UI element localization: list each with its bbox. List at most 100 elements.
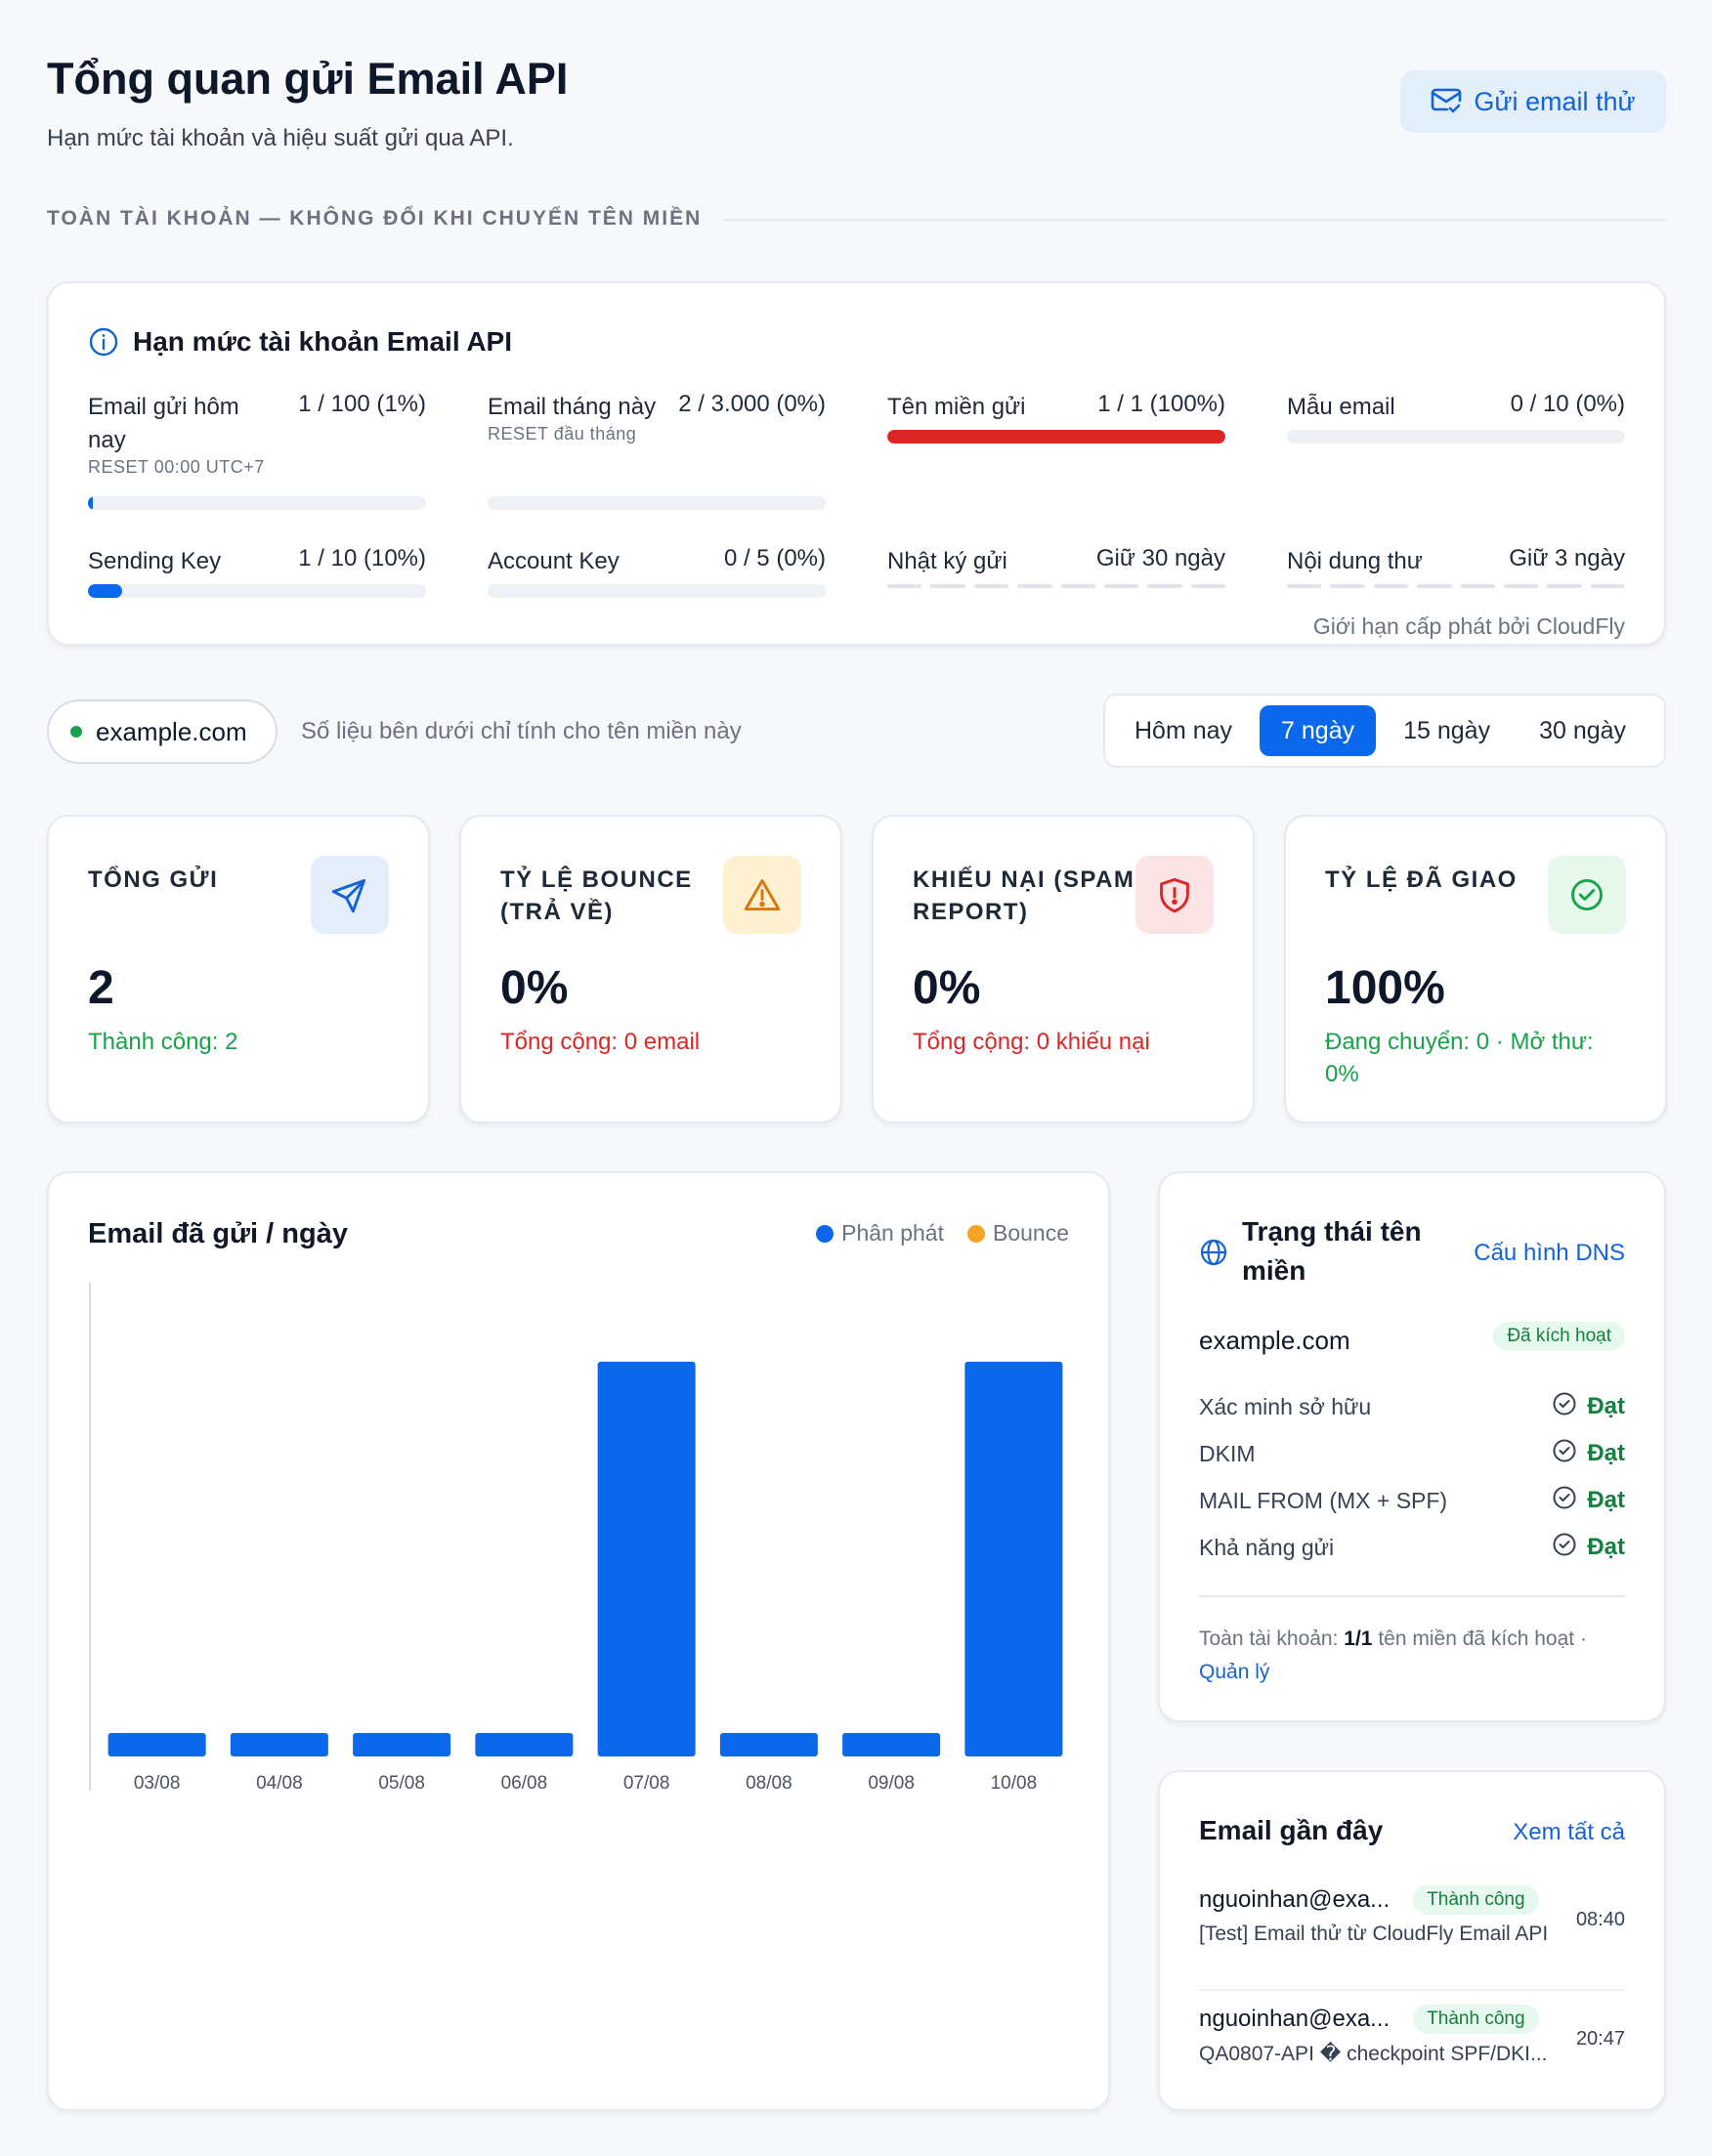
quota-item-value: 1 / 100 (1%) xyxy=(298,391,426,417)
status-badge: Thành công xyxy=(1413,1885,1539,1915)
quota-item-name: Sending Key xyxy=(88,548,222,574)
quota-item: Sending Key 1 / 10 (10%) xyxy=(88,545,426,598)
recent-email-header: nguoinhan@exa... Thành công xyxy=(1199,1885,1625,1915)
retention-dash-line xyxy=(887,584,1225,588)
check-status: Đạt xyxy=(1552,1391,1625,1423)
stat-subtext: Tổng cộng: 0 khiếu nại xyxy=(913,1029,1150,1055)
manage-domains-link[interactable]: Quản lý xyxy=(1199,1661,1270,1683)
quota-item-name: Tên miền gửi xyxy=(887,394,1026,420)
domain-check-name: Khả năng gửi xyxy=(1199,1534,1335,1560)
quota-item-value: 1 / 1 (100%) xyxy=(1097,391,1225,417)
check-circle-icon xyxy=(1552,1438,1577,1470)
dash-segment xyxy=(1017,584,1052,588)
quota-progress-bar xyxy=(887,430,1225,444)
domain-check-name: Xác minh sở hữu xyxy=(1199,1393,1372,1419)
check-status: Đạt xyxy=(1552,1532,1625,1564)
domain-check-row: DKIM Đạt xyxy=(1199,1437,1625,1470)
domain-check-name: MAIL FROM (MX + SPF) xyxy=(1199,1487,1448,1513)
stat-value: 0% xyxy=(913,962,981,1014)
view-all-link[interactable]: Xem tất cả xyxy=(1513,1819,1625,1845)
quota-progress-bar xyxy=(1287,430,1625,444)
quota-title: Hạn mức tài khoản Email API xyxy=(88,326,512,358)
dash-segment xyxy=(887,584,922,588)
retention-dash-line xyxy=(1287,584,1625,588)
x-tick-label: 06/08 xyxy=(501,1773,548,1791)
globe-icon xyxy=(1200,1239,1227,1266)
row-divider xyxy=(1199,1989,1625,1991)
time-range-tabs: Hôm nay 7 ngày 15 ngày 30 ngày xyxy=(1103,694,1666,768)
recent-email-row[interactable]: nguoinhan@exa... Thành công QA0807-API � c… xyxy=(1199,2005,1625,2066)
dns-config-link[interactable]: Cấu hình DNS xyxy=(1474,1240,1625,1266)
domain-check-name: DKIM xyxy=(1199,1440,1256,1466)
footer-prefix: Toàn tài khoản: xyxy=(1199,1628,1339,1650)
check-circle-icon xyxy=(1552,1485,1577,1517)
quota-item: Nội dung thư Giữ 3 ngày xyxy=(1287,545,1625,588)
stat-subtext: Tổng cộng: 0 email xyxy=(500,1029,701,1055)
send-test-email-button[interactable]: Gửi email thử xyxy=(1400,70,1666,133)
email-subject: QA0807-API � checkpoint SPF/DKI... xyxy=(1199,2043,1548,2065)
quota-title-text: Hạn mức tài khoản Email API xyxy=(133,326,513,357)
legend-label-bounce: Bounce xyxy=(992,1220,1069,1246)
quota-item-name: Nội dung thư xyxy=(1287,548,1423,574)
check-status-label: Đạt xyxy=(1587,1440,1625,1466)
domain-name: example.com xyxy=(1199,1326,1350,1355)
bar-delivered-09/08 xyxy=(842,1733,941,1756)
domain-selector-chip[interactable]: example.com xyxy=(47,699,278,764)
quota-item-value: 2 / 3.000 (0%) xyxy=(678,391,826,417)
mail-check-icon xyxy=(1432,88,1462,113)
domain-status-card: Trạng thái tên miền Cấu hình DNS example… xyxy=(1158,1171,1666,1722)
domain-scope-note: Số liệu bên dưới chỉ tính cho tên miền n… xyxy=(301,718,742,744)
footer-suffix: tên miền đã kích hoạt · xyxy=(1378,1628,1587,1650)
x-tick-label: 09/08 xyxy=(868,1773,915,1791)
stat-card: KHIẾU NẠI (SPAM REPORT) 0% Tổng cộng: 0 kh… xyxy=(872,815,1255,1123)
bar-delivered-10/08 xyxy=(964,1361,1063,1756)
quota-item: Nhật ký gửi Giữ 30 ngày xyxy=(887,545,1225,588)
check-status-label: Đạt xyxy=(1587,1393,1625,1419)
dash-segment xyxy=(1460,584,1495,588)
legend-dot-bounce xyxy=(966,1224,985,1243)
quota-reset-note: RESET 00:00 UTC+7 xyxy=(88,457,265,477)
x-tick-label: 04/08 xyxy=(256,1773,303,1791)
quota-progress-fill xyxy=(887,430,1225,444)
status-dot xyxy=(70,726,82,738)
tab-15-days[interactable]: 15 ngày xyxy=(1403,716,1491,744)
bar-delivered-06/08 xyxy=(475,1733,574,1756)
x-tick-label: 03/08 xyxy=(134,1773,181,1791)
dash-segment xyxy=(1503,584,1539,588)
check-circle-icon xyxy=(1548,856,1626,934)
quota-item: Tên miền gửi 1 / 1 (100%) xyxy=(887,391,1225,444)
check-status-label: Đạt xyxy=(1587,1534,1625,1560)
quota-progress-bar xyxy=(488,584,826,598)
quota-item-value: 1 / 10 (10%) xyxy=(298,545,426,571)
quota-item: Account Key 0 / 5 (0%) xyxy=(488,545,826,598)
quota-item-name: Account Key xyxy=(488,548,620,574)
x-tick-label: 05/08 xyxy=(378,1773,425,1791)
stat-subtext: Thành công: 2 xyxy=(88,1029,238,1055)
tab-7-days[interactable]: 7 ngày xyxy=(1260,705,1377,756)
tab-30-days[interactable]: 30 ngày xyxy=(1539,716,1627,744)
dash-segment xyxy=(1373,584,1409,588)
dash-segment xyxy=(1287,584,1322,588)
recent-email-row[interactable]: nguoinhan@exa... Thành công [Test] Email t… xyxy=(1199,1885,1625,1946)
quota-item-name: Nhật ký gửi xyxy=(887,548,1007,574)
chart-legend: Phân phát Bounce xyxy=(816,1220,1069,1247)
quota-progress-bar xyxy=(488,496,826,510)
domain-check-row: Xác minh sở hữu Đạt xyxy=(1199,1390,1625,1423)
recent-emails-card: Email gần đây Xem tất cả nguoinhan@exa..… xyxy=(1158,1770,1666,2111)
bar-delivered-03/08 xyxy=(107,1733,206,1756)
check-circle-icon xyxy=(1552,1391,1577,1423)
domain-status-header: Trạng thái tên miền xyxy=(1199,1212,1609,1290)
quota-progress-fill xyxy=(88,584,122,598)
account-quota-card: Hạn mức tài khoản Email API Giới hạn cấp… xyxy=(47,281,1666,646)
x-tick-label: 07/08 xyxy=(623,1773,670,1791)
stat-card: TỔNG GỬI 2 Thành công: 2 xyxy=(47,815,430,1123)
quota-item-name: Email gửi hôm nay xyxy=(88,394,239,453)
recipient-address: nguoinhan@exa... xyxy=(1199,2006,1391,2032)
info-icon xyxy=(89,327,118,357)
recent-email-header: nguoinhan@exa... Thành công xyxy=(1199,2005,1625,2034)
stat-card: TỶ LỆ ĐÃ GIAO 100% Đang chuyển: 0 · Mở thư… xyxy=(1284,815,1667,1123)
dash-segment xyxy=(1103,584,1139,588)
email-subject: [Test] Email thử từ CloudFly Email API xyxy=(1199,1923,1549,1945)
quota-item: Email tháng này RESET đầu tháng 2 / 3.000 … xyxy=(488,391,826,510)
tab-today[interactable]: Hôm nay xyxy=(1134,716,1233,744)
